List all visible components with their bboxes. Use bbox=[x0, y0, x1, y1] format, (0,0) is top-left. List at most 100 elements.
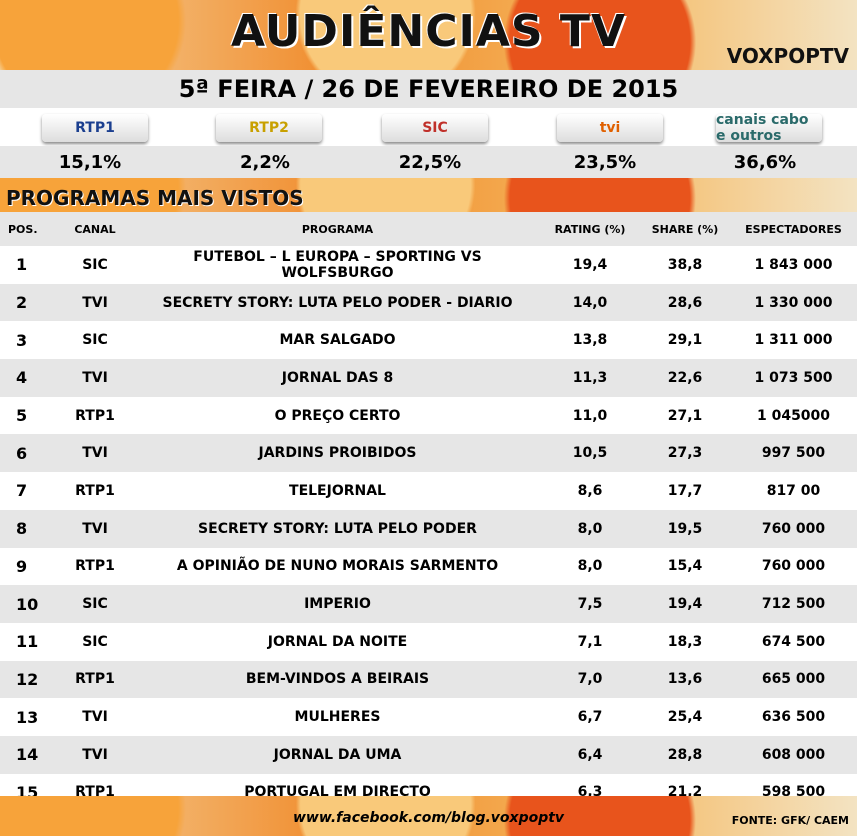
channel-share: 36,6% bbox=[733, 152, 797, 173]
cell-programa: MAR SALGADO bbox=[279, 332, 396, 349]
cell-canal: SIC bbox=[82, 256, 108, 273]
cell-share: 19,4 bbox=[640, 585, 730, 623]
cell-rating: 13,8 bbox=[572, 332, 608, 349]
column-header: POS. bbox=[0, 212, 55, 246]
cell-espectadores: 1 045000 bbox=[756, 407, 831, 424]
section-title: PROGRAMAS MAIS VISTOS bbox=[6, 186, 304, 210]
cell-espectadores: 1 843 000 bbox=[754, 256, 833, 273]
cell-rating: 7,5 bbox=[540, 585, 640, 623]
cell-pos: 7 bbox=[16, 481, 28, 501]
table-row: 12 RTP1 BEM-VINDOS A BEIRAIS 7,0 13,6 665 000 bbox=[0, 660, 857, 699]
cell-share: 28,8 bbox=[640, 735, 730, 774]
cell-rating: 11,3 bbox=[540, 359, 640, 397]
cell-programa: IMPERIO bbox=[135, 585, 540, 623]
cell-share: 28,6 bbox=[640, 283, 730, 322]
cell-programa: BEM-VINDOS A BEIRAIS bbox=[135, 660, 540, 699]
table-row: 6 TVI JARDINS PROIBIDOS 10,5 27,3 997 500 bbox=[0, 434, 857, 473]
table-row: 13 TVI MULHERES 6,7 25,4 636 500 bbox=[0, 698, 857, 736]
facebook-link[interactable]: www.facebook.com/blog.voxpoptv bbox=[292, 810, 565, 826]
cell-programa: JORNAL DA NOITE bbox=[267, 633, 408, 650]
cell-rating: 10,5 bbox=[540, 434, 640, 473]
cell-canal: SIC bbox=[82, 332, 108, 349]
cell-programa: FUTEBOL – L EUROPA – SPORTING VS WOLFSBU… bbox=[193, 248, 482, 281]
channel-logos: RTP1 RTP2 SIC tvi canais cabo e outros bbox=[0, 108, 857, 146]
column-header: ESPECTADORES bbox=[730, 212, 857, 246]
brand-name: VOXPOPTV bbox=[726, 44, 849, 68]
cell-canal: TVI bbox=[55, 735, 135, 774]
cell-espectadores: 760 000 bbox=[730, 509, 857, 548]
cell-canal: TVI bbox=[55, 359, 135, 397]
table-header: POS. CANAL PROGRAMA RATING (%) SHARE (%) ESPE… bbox=[0, 212, 857, 246]
cell-canal: TVI bbox=[55, 509, 135, 548]
cell-rating: 8,6 bbox=[577, 482, 603, 499]
table-row: 4 TVI JORNAL DAS 8 11,3 22,6 1 073 500 bbox=[0, 359, 857, 397]
cell-share: 17,7 bbox=[667, 482, 703, 499]
cell-share: 38,8 bbox=[667, 256, 703, 273]
table-row: 3 SIC MAR SALGADO 13,8 29,1 1 311 000 bbox=[0, 321, 857, 359]
cell-espectadores: 665 000 bbox=[730, 660, 857, 699]
cell-canal: TVI bbox=[55, 283, 135, 322]
cell-pos: 4 bbox=[0, 359, 55, 397]
header-banner: AUDIÊNCIAS TV VOXPOPTV bbox=[0, 0, 857, 70]
channel-shares: 15,1% 2,2% 22,5% 23,5% 36,6% bbox=[0, 146, 857, 178]
cell-pos: 2 bbox=[0, 283, 55, 322]
cell-pos: 11 bbox=[16, 632, 39, 652]
column-header: CANAL bbox=[55, 212, 135, 246]
cell-rating: 19,4 bbox=[572, 256, 608, 273]
cell-share: 22,6 bbox=[640, 359, 730, 397]
cell-rating: 6,4 bbox=[540, 735, 640, 774]
cell-rating: 11,0 bbox=[572, 407, 608, 424]
cell-rating: 7,1 bbox=[577, 633, 603, 650]
date-bar: 5ª FEIRA / 26 DE FEVEREIRO DE 2015 bbox=[0, 70, 857, 108]
channel-logo-tvi: tvi bbox=[557, 114, 663, 142]
cell-programa: JORNAL DA UMA bbox=[135, 735, 540, 774]
channel-share: 15,1% bbox=[58, 152, 122, 173]
cell-espectadores: 608 000 bbox=[730, 735, 857, 774]
table-row: 14 TVI JORNAL DA UMA 6,4 28,8 608 000 bbox=[0, 735, 857, 774]
cell-rating: 8,0 bbox=[540, 509, 640, 548]
cell-programa: A OPINIÃO DE NUNO MORAIS SARMENTO bbox=[176, 558, 499, 575]
table-row: 1 SIC FUTEBOL – L EUROPA – SPORTING VS WOL… bbox=[0, 246, 857, 284]
cell-share: 27,3 bbox=[640, 434, 730, 473]
cell-pos: 1 bbox=[16, 255, 28, 275]
cell-pos: 5 bbox=[16, 406, 28, 426]
footer: www.facebook.com/blog.voxpoptv FONTE: GF… bbox=[0, 796, 857, 836]
cell-programa: MULHERES bbox=[294, 709, 381, 726]
cell-rating: 7,0 bbox=[540, 660, 640, 699]
column-header: SHARE (%) bbox=[640, 212, 730, 246]
cell-espectadores: 712 500 bbox=[730, 585, 857, 623]
table-row: 10 SIC IMPERIO 7,5 19,4 712 500 bbox=[0, 585, 857, 623]
channel-share: 2,2% bbox=[240, 152, 290, 173]
cell-pos: 12 bbox=[0, 660, 55, 699]
cell-pos: 14 bbox=[0, 735, 55, 774]
cell-pos: 10 bbox=[0, 585, 55, 623]
cell-rating: 6,7 bbox=[577, 709, 603, 726]
cell-pos: 13 bbox=[16, 707, 39, 727]
cell-canal: RTP1 bbox=[75, 407, 115, 424]
cell-espectadores: 997 500 bbox=[730, 434, 857, 473]
cell-pos: 3 bbox=[16, 330, 28, 350]
table-row: 9 RTP1 A OPINIÃO DE NUNO MORAIS SARMENTO 8,… bbox=[0, 548, 857, 586]
cell-share: 25,4 bbox=[667, 709, 703, 726]
channel-logo-sic: SIC bbox=[382, 114, 488, 142]
cell-canal: SIC bbox=[55, 585, 135, 623]
channel-logo-rtp2: RTP2 bbox=[216, 114, 322, 142]
channel-share: 23,5% bbox=[573, 152, 637, 173]
cell-programa: JORNAL DAS 8 bbox=[135, 359, 540, 397]
cell-canal: RTP1 bbox=[75, 482, 115, 499]
cell-espectadores: 1 311 000 bbox=[754, 332, 833, 349]
cell-share: 27,1 bbox=[667, 407, 703, 424]
cell-espectadores: 1 330 000 bbox=[730, 283, 857, 322]
cell-espectadores: 817 00 bbox=[766, 482, 821, 499]
cell-share: 15,4 bbox=[667, 558, 703, 575]
cell-canal: SIC bbox=[82, 633, 108, 650]
channel-logo-canais: canais cabo e outros bbox=[716, 112, 822, 144]
source-note: FONTE: GFK/ CAEM bbox=[731, 814, 849, 827]
channel-share: 22,5% bbox=[398, 152, 462, 173]
cell-pos: 9 bbox=[16, 556, 28, 576]
cell-canal: TVI bbox=[82, 709, 108, 726]
cell-espectadores: 1 073 500 bbox=[730, 359, 857, 397]
cell-share: 13,6 bbox=[640, 660, 730, 699]
cell-espectadores: 636 500 bbox=[761, 709, 826, 726]
cell-espectadores: 674 500 bbox=[761, 633, 826, 650]
